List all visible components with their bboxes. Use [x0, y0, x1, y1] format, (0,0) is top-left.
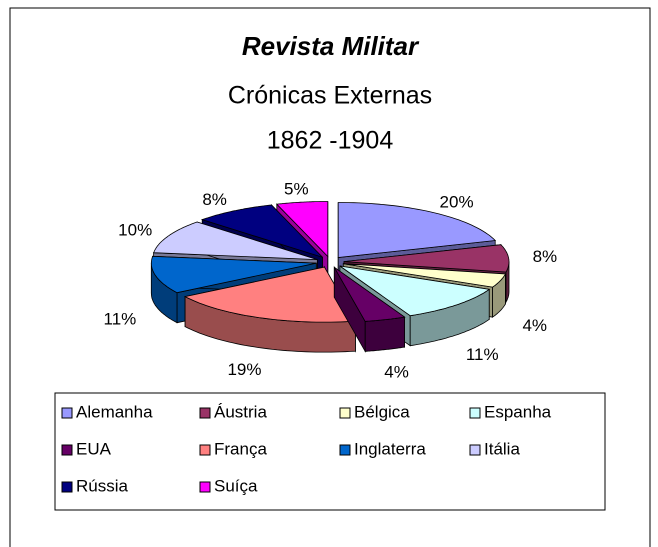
- data-label: 5%: [284, 180, 309, 199]
- legend-swatch: [61, 481, 73, 493]
- slice: [275, 201, 329, 258]
- legend-swatch: [199, 407, 211, 419]
- data-label: 11%: [466, 345, 499, 364]
- slice: [333, 266, 406, 322]
- slice: [337, 202, 497, 258]
- data-label: 4%: [522, 316, 547, 335]
- legend-box: [54, 392, 606, 511]
- chart-subtitle: 1862 -1904: [267, 127, 394, 155]
- legend-label: Áustria: [214, 402, 267, 421]
- legend-swatch: [469, 407, 481, 419]
- slice: [150, 255, 317, 294]
- legend-label: França: [214, 439, 267, 458]
- legend-label: Itália: [484, 439, 520, 458]
- slice: [343, 263, 507, 288]
- legend-label: Suíça: [214, 476, 258, 495]
- slice-side: [364, 316, 406, 352]
- data-label: 11%: [104, 309, 137, 328]
- legend-swatch: [469, 444, 481, 456]
- data-label: 19%: [227, 360, 261, 379]
- chart-title: Revista Militar: [242, 31, 420, 61]
- data-label: 20%: [440, 193, 474, 212]
- slice: [152, 221, 318, 260]
- legend-label: EUA: [76, 439, 112, 458]
- slice: [339, 265, 491, 317]
- legend-label: Rússia: [76, 476, 129, 495]
- legend-label: Alemanha: [76, 402, 153, 421]
- legend-swatch: [199, 481, 211, 493]
- pie: 20% 8% 4% 11% 4% 19% 11% 10% 8% 5%: [104, 180, 558, 382]
- legend: Alemanha Áustria Bélgica Espanha EUA França In…: [61, 402, 552, 495]
- data-label: 8%: [202, 190, 227, 209]
- slice: [183, 266, 357, 323]
- data-label: 4%: [384, 363, 409, 382]
- data-label: 8%: [533, 247, 558, 266]
- legend-label: Inglaterra: [354, 439, 426, 458]
- legend-swatch: [61, 444, 73, 456]
- legend-swatch: [339, 444, 351, 456]
- chart-subtitle: Crónicas Externas: [228, 82, 432, 110]
- data-label: 10%: [118, 221, 152, 240]
- slice: [343, 244, 510, 273]
- legend-swatch: [199, 444, 211, 456]
- legend-swatch: [339, 407, 351, 419]
- legend-swatch: [61, 407, 73, 419]
- legend-label: Bélgica: [354, 402, 410, 421]
- slice: [200, 204, 323, 258]
- legend-label: Espanha: [484, 402, 552, 421]
